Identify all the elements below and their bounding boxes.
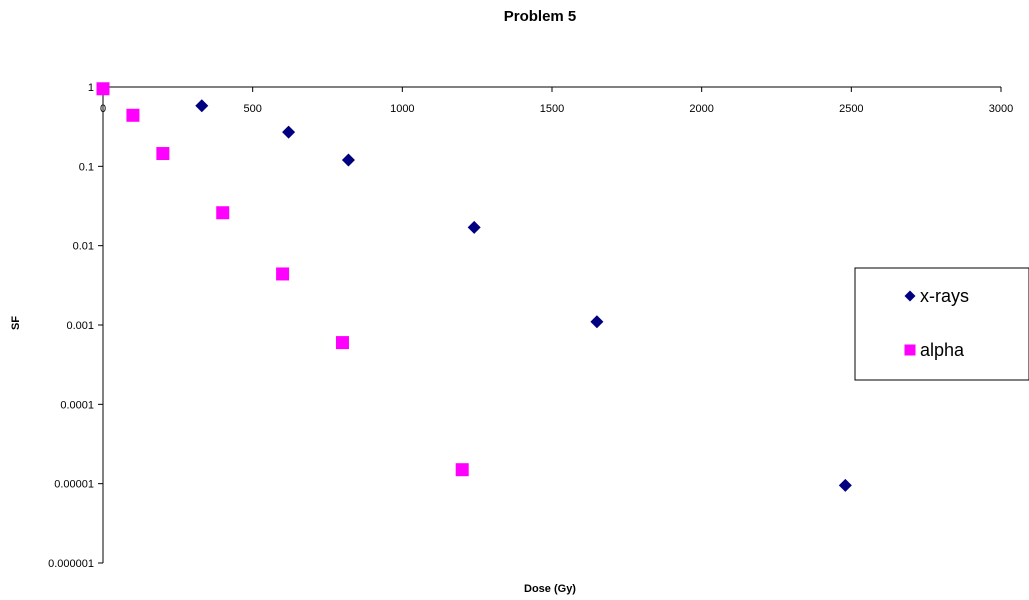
x-rays-point bbox=[590, 315, 604, 329]
y-tick-label: 0.0001 bbox=[60, 399, 94, 411]
x-rays-point bbox=[195, 99, 209, 113]
legend-marker-x-rays bbox=[904, 290, 916, 302]
x-rays-point bbox=[838, 478, 852, 492]
data-points bbox=[96, 82, 852, 492]
alpha-point bbox=[156, 147, 170, 161]
alpha-point bbox=[455, 463, 469, 477]
y-axis-title: SF bbox=[10, 316, 22, 330]
chart-title: Problem 5 bbox=[504, 8, 577, 25]
x-axis-title: Dose (Gy) bbox=[524, 583, 576, 595]
alpha-point bbox=[216, 206, 230, 220]
legend-box bbox=[854, 267, 1029, 381]
x-tick-label: 1000 bbox=[390, 103, 414, 115]
x-rays-point bbox=[282, 125, 296, 139]
alpha-point bbox=[335, 336, 349, 350]
x-rays-point bbox=[467, 220, 481, 234]
legend-label: alpha bbox=[920, 340, 965, 360]
legend-marker-alpha bbox=[904, 344, 916, 356]
x-tick-label: 1500 bbox=[540, 103, 564, 115]
y-tick-label: 0.1 bbox=[79, 161, 94, 173]
x-rays-point bbox=[341, 153, 355, 167]
x-axis-ticks: 0 500 1000 1500 2000 2500 3000 bbox=[100, 87, 1013, 115]
x-tick-label: 500 bbox=[243, 103, 261, 115]
x-tick-label: 0 bbox=[100, 103, 106, 115]
y-tick-label: 0.01 bbox=[73, 241, 94, 253]
alpha-point bbox=[126, 108, 140, 122]
y-axis-ticks: 1 0.1 0.01 0.001 0.0001 0.00001 0.000001 bbox=[48, 82, 103, 570]
y-tick-label: 0.000001 bbox=[48, 558, 94, 570]
legend-label: x-rays bbox=[920, 286, 969, 306]
alpha-point bbox=[276, 267, 290, 281]
y-tick-label: 0.00001 bbox=[54, 479, 94, 491]
x-tick-label: 2500 bbox=[839, 103, 863, 115]
y-tick-label: 0.001 bbox=[66, 320, 94, 332]
y-tick-label: 1 bbox=[88, 82, 94, 94]
x-tick-label: 2000 bbox=[689, 103, 713, 115]
legend: x-rays alpha bbox=[854, 267, 1029, 381]
alpha-point bbox=[96, 82, 110, 96]
x-tick-label: 3000 bbox=[989, 103, 1013, 115]
